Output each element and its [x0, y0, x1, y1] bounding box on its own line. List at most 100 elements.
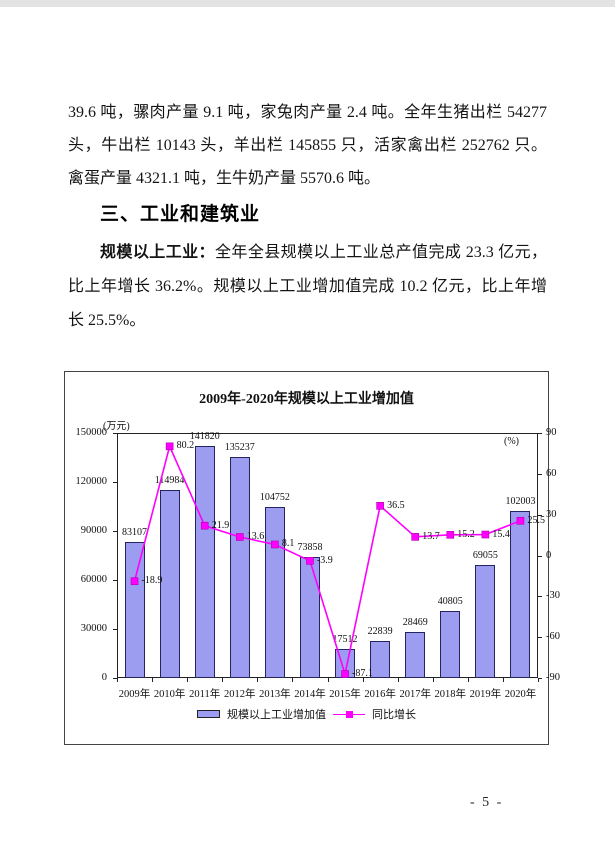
text-line: 规模以上工业：全年全县规模以上工业总产值完成 23.3 亿元， [68, 236, 547, 270]
x-axis-label: 2017年 [399, 689, 431, 700]
x-axis-label: 2019年 [469, 689, 502, 700]
bar [475, 565, 496, 678]
y-axis-right-tick [538, 433, 542, 434]
page-top-edge [0, 0, 615, 7]
x-axis-tick [538, 678, 539, 682]
y-axis-left-unit-label: (万元) [103, 421, 130, 432]
line-marker [481, 530, 490, 539]
y-axis-left-tick [113, 629, 117, 630]
text-line: 禽蛋产量 4321.1 吨，生牛奶产量 5570.6 吨。 [68, 170, 381, 187]
legend-line-label: 同比增长 [372, 709, 416, 721]
chart: 2009年-2020年规模以上工业增加值 规模以上工业增加值 同比增长 0 300… [64, 371, 560, 745]
y-axis-left-tick [113, 433, 117, 434]
line-marker [376, 502, 384, 510]
bar-value-label: 69055 [472, 550, 498, 562]
x-axis-tick [152, 678, 154, 682]
y-axis-left-tick-label: 0 [101, 672, 107, 683]
y-axis-right-tick [538, 678, 542, 679]
line-series [130, 442, 525, 678]
bar [370, 640, 391, 678]
y-axis-right-unit-label: (%) [504, 436, 519, 447]
bar [510, 511, 531, 678]
page-number: - 5 - [470, 795, 504, 810]
bar-value-label: 135237 [224, 442, 255, 454]
y-axis-left-tick-label: 90000 [80, 525, 107, 536]
y-axis-right-tick-label: 30 [546, 508, 557, 520]
line-value-label: 13.7 [422, 530, 440, 542]
y-axis-right-tick [538, 637, 542, 639]
line-marker [446, 531, 455, 539]
chart-legend: 规模以上工业增加值 同比增长 [65, 706, 548, 722]
section-heading: 三、工业和建筑业 [100, 204, 261, 225]
y-axis-right-tick-label: -90 [546, 672, 560, 683]
y-axis-left-tick [113, 580, 117, 581]
y-axis-right-tick [538, 596, 542, 598]
bar-value-label: 114984 [154, 475, 185, 487]
y-axis-left-tick [113, 531, 117, 532]
bar-value-label: 28469 [402, 616, 428, 628]
chart-title: 2009年-2020年规模以上工业增加值 [199, 392, 414, 407]
line-value-label: -3.9 [316, 554, 333, 566]
x-axis-tick [117, 678, 118, 682]
line-marker [306, 557, 314, 565]
line-value-label: -87.1 [352, 668, 373, 680]
y-axis-right-tick-label: 90 [546, 427, 557, 438]
y-axis-left-tick [113, 482, 117, 483]
line-value-label: 21.9 [211, 519, 230, 531]
bar-value-label: 102003 [505, 496, 536, 508]
line-marker [130, 577, 139, 586]
x-axis-tick [187, 678, 189, 682]
x-axis-tick [327, 678, 329, 682]
bar [194, 446, 215, 678]
line-value-label: -18.9 [141, 575, 163, 587]
line-marker [200, 521, 209, 530]
x-axis-label: 2010年 [153, 689, 186, 700]
line-value-label: 8.1 [281, 538, 295, 550]
x-axis-tick [502, 678, 504, 682]
line-marker [235, 533, 244, 541]
line-value-label: 15.4 [492, 528, 510, 540]
bar-value-label: 104752 [259, 491, 290, 503]
body-paragraph: 规模以上工业：全年全县规模以上工业总产值完成 23.3 亿元， 比上年增长 36… [68, 236, 547, 338]
bar-value-label: 17512 [332, 634, 358, 646]
y-axis-left-tick-label: 120000 [75, 476, 108, 487]
x-axis-tick [432, 678, 434, 682]
legend-bar-label: 规模以上工业增加值 [227, 709, 326, 721]
line-value-label: 80.2 [176, 440, 195, 452]
x-axis-tick [467, 678, 469, 682]
text-line: 头，牛出栏 10143 头，羊出栏 145855 只，活家禽出栏 252762 … [68, 137, 547, 154]
x-axis-label: 2014年 [294, 689, 326, 700]
line-marker [271, 540, 279, 549]
text-line: 比上年增长 36.2%。规模以上工业增加值完成 10.2 亿元，比上年增 [68, 278, 547, 295]
line-value-label: 36.5 [387, 499, 405, 511]
x-axis-label: 2012年 [224, 689, 256, 700]
line-marker [341, 670, 349, 678]
bar [440, 611, 461, 678]
x-axis-tick [397, 678, 399, 682]
bar [159, 490, 180, 678]
y-axis-right-tick-label: -30 [546, 590, 560, 602]
y-axis-right-tick [538, 473, 542, 475]
x-axis-label: 2015年 [329, 689, 361, 700]
y-axis-right-tick [538, 514, 542, 516]
x-axis-label: 2009年 [118, 689, 151, 700]
y-axis-left-tick-label: 60000 [80, 574, 107, 585]
bar-value-label: 22839 [367, 625, 393, 637]
bar-value-label: 141820 [189, 431, 220, 443]
y-axis-left-tick-label: 30000 [80, 623, 107, 634]
text-line: 长 25.5%。 [68, 312, 146, 329]
legend-line-sample-icon [333, 710, 365, 719]
y-axis-right-tick-label: 0 [546, 549, 552, 561]
legend-bar-swatch-icon [197, 710, 220, 718]
line-value-label: 25.5 [527, 514, 545, 526]
x-axis-label: 2016年 [364, 689, 396, 700]
bar [229, 457, 250, 678]
y-axis-left-tick-label: 150000 [75, 427, 108, 438]
line-marker [165, 442, 174, 451]
line-value-label: 13.6 [246, 530, 265, 542]
x-axis-label: 2020年 [504, 689, 537, 700]
line-value-label: 15.2 [457, 528, 475, 540]
body-paragraph: 39.6 吨，骡肉产量 9.1 吨，家兔肉产量 2.4 吨。全年生猪出栏 542… [68, 96, 547, 195]
bar-value-label: 40805 [437, 596, 463, 608]
y-axis-right-tick-label: -60 [546, 631, 560, 643]
